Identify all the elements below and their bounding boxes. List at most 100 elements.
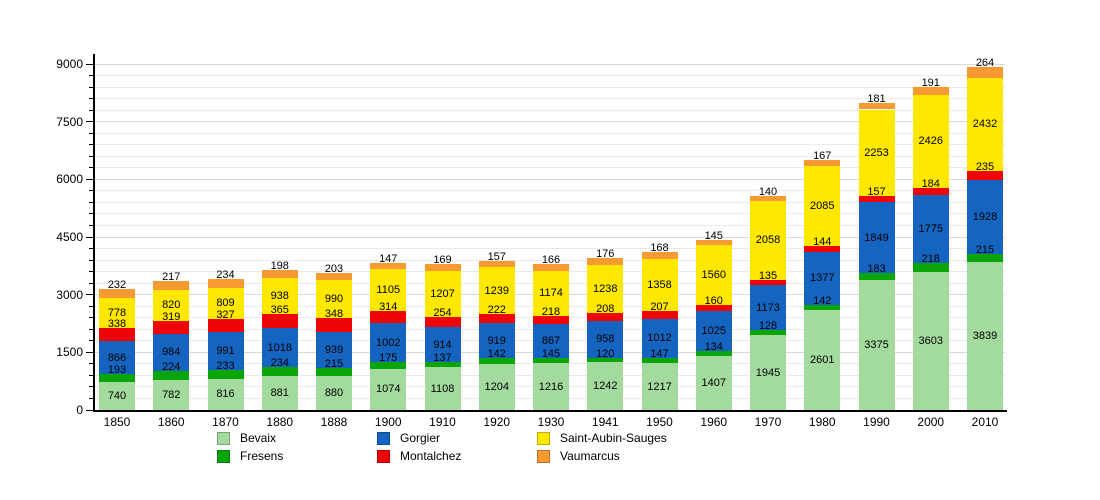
value-label-gorgier-1850: 866 [107,351,127,364]
value-label-bevaix-1990: 3375 [864,339,889,352]
segment-gorgier-1941 [587,320,624,358]
segment-saint-aubin-sauges-1870 [207,287,244,320]
value-label-bevaix-1910: 1108 [430,382,455,395]
value-label-bevaix-1950: 1217 [647,380,672,393]
value-label-vaumarcus-1941: 176 [596,248,615,261]
y-axis-tick [89,305,93,307]
segment-bevaix-1941 [587,362,624,410]
y-axis-tick [89,328,93,330]
segment-montalchez-1980 [804,246,841,252]
y-axis-tick [89,155,93,157]
segment-gorgier-1960 [695,311,732,351]
segment-gorgier-1880 [261,328,298,368]
segment-fresens-1980 [804,304,841,311]
segment-fresens-1990 [858,273,895,281]
segment-montalchez-1888 [316,318,352,332]
value-label-vaumarcus-1980: 167 [813,149,832,162]
gridline [95,224,1005,226]
value-label-fresens-1850: 193 [107,364,127,377]
value-label-saint-aubin-sauges-1860: 820 [162,299,181,312]
y-tick-label: 7500 [56,114,83,129]
y-axis-tick [89,190,93,192]
gridline [95,144,1005,146]
value-label-saint-aubin-sauges-1888: 990 [324,293,344,306]
value-label-vaumarcus-1870: 234 [216,268,235,281]
x-tick-label-1850: 1850 [103,415,131,429]
value-label-saint-aubin-sauges-1960: 1560 [701,269,726,282]
segment-saint-aubin-sauges-1990 [858,109,895,197]
segment-bevaix-1860 [153,379,190,410]
segment-montalchez-1860 [153,321,190,334]
value-label-saint-aubin-sauges-1941: 1238 [593,283,618,296]
legend-item-montalchez: Montalchez [377,449,537,463]
segment-saint-aubin-sauges-1941 [587,265,624,313]
value-label-saint-aubin-sauges-1850: 778 [107,306,127,319]
value-label-fresens-1870: 233 [216,359,235,372]
segment-vaumarcus-1850 [99,289,135,298]
value-label-vaumarcus-1850: 232 [107,279,127,292]
y-axis-tick [89,86,93,88]
gridline [95,248,1005,250]
gridline [95,155,1005,157]
y-axis-tick [89,144,93,146]
y-tick-label: 0 [76,403,83,417]
legend-item-vaumarcus: Vaumarcus [537,449,697,463]
segment-montalchez-1900 [370,311,407,324]
value-label-montalchez-1930: 218 [541,305,561,318]
segment-fresens-1880 [261,367,298,377]
y-axis-tick [89,98,93,100]
segment-vaumarcus-1900 [370,263,407,269]
value-label-vaumarcus-1960: 145 [704,229,723,242]
value-label-montalchez-1850: 338 [107,317,127,330]
value-label-vaumarcus-1930: 166 [541,254,561,267]
segment-fresens-1970 [750,330,786,336]
y-axis-tick [86,294,93,296]
y-axis-tick [89,167,93,169]
value-label-fresens-1950: 147 [650,347,669,360]
x-tick-label-1900: 1900 [374,415,402,429]
value-label-montalchez-1880: 365 [270,303,289,316]
value-label-bevaix-1960: 1407 [701,376,726,389]
value-label-bevaix-1970: 1945 [755,366,781,379]
x-tick-label-1970: 1970 [754,415,782,429]
segment-fresens-1910 [424,362,461,368]
segment-saint-aubin-sauges-1880 [261,277,298,314]
segment-bevaix-1960 [695,355,732,410]
segment-fresens-2000 [912,263,949,272]
x-tick-label-1930: 1930 [537,415,565,429]
y-tick-label: 9000 [56,57,83,71]
value-label-saint-aubin-sauges-1900: 1105 [376,284,401,297]
segment-bevaix-1880 [261,376,298,410]
value-label-montalchez-1990: 157 [867,186,886,199]
value-label-vaumarcus-1970: 140 [758,185,778,198]
segment-gorgier-1920 [478,322,515,359]
y-axis-tick [89,201,93,203]
value-label-gorgier-1910: 914 [433,338,452,351]
segment-saint-aubin-sauges-2010 [967,77,1003,171]
y-axis-tick [89,248,93,250]
segment-fresens-2010 [967,254,1003,263]
x-tick-label-2010: 2010 [971,415,999,429]
value-label-gorgier-1920: 919 [487,334,506,347]
vaumarcus-swatch [537,449,550,463]
value-label-vaumarcus-1990: 181 [867,92,886,105]
value-label-montalchez-1910: 254 [433,307,452,320]
value-label-bevaix-1850: 740 [107,389,127,402]
segment-gorgier-1930 [533,324,569,358]
legend-item-bevaix: Bevaix [217,431,377,445]
x-tick-label-1860: 1860 [157,415,185,429]
value-label-gorgier-1950: 1012 [647,332,672,345]
segment-saint-aubin-sauges-1900 [370,268,407,312]
segment-bevaix-1930 [533,363,569,410]
value-label-saint-aubin-sauges-2010: 2432 [972,118,998,131]
segment-montalchez-1850 [99,327,135,341]
segment-fresens-1950 [641,357,678,364]
segment-fresens-1860 [153,371,190,380]
value-label-bevaix-2010: 3839 [972,330,998,343]
x-tick-label-1941: 1941 [591,415,619,429]
gridline [95,236,1005,238]
segment-montalchez-1941 [587,312,624,321]
gorgier-swatch [377,431,390,445]
value-label-bevaix-1870: 816 [216,388,235,401]
